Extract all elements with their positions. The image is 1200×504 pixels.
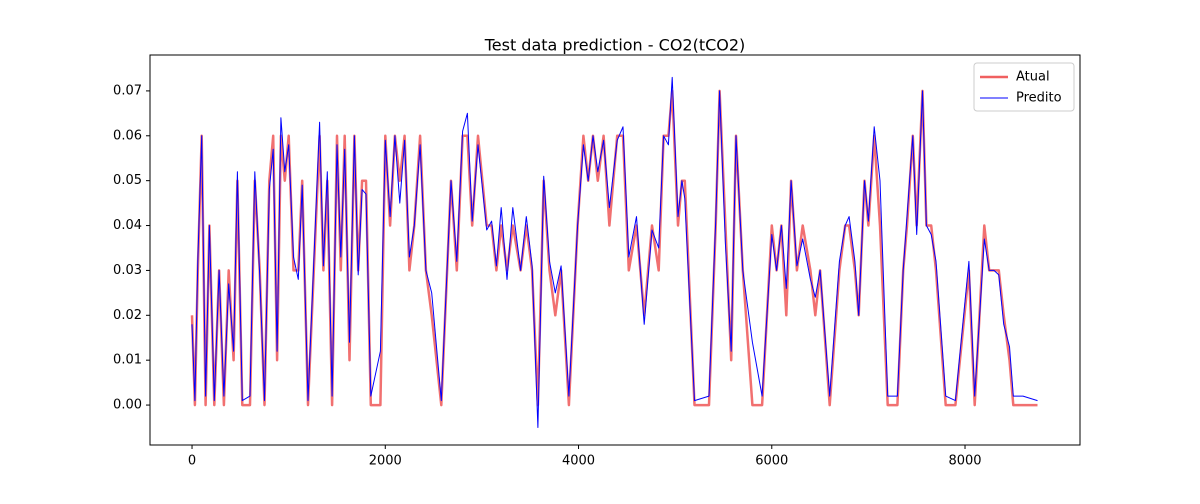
- x-tick-label: 8000: [948, 454, 981, 469]
- series-line: [191, 76, 1038, 428]
- y-tick-label: 0.01: [113, 353, 142, 368]
- y-tick-label: 0.03: [113, 263, 142, 278]
- x-tick-label: 4000: [562, 454, 595, 469]
- y-tick-label: 0.06: [113, 128, 142, 143]
- y-tick-label: 0.00: [113, 398, 142, 413]
- chart-title: Test data prediction - CO2(tCO2): [484, 36, 746, 55]
- legend-label: Atual: [1016, 70, 1050, 85]
- y-tick-label: 0.04: [113, 218, 142, 233]
- y-tick-label: 0.02: [113, 308, 142, 323]
- x-tick-label: 0: [188, 454, 196, 469]
- y-tick-label: 0.07: [113, 83, 142, 98]
- x-tick-label: 2000: [369, 454, 402, 469]
- legend-label: Predito: [1016, 91, 1062, 106]
- y-tick-label: 0.05: [113, 173, 142, 188]
- x-tick-label: 6000: [755, 454, 788, 469]
- plot-frame: [149, 54, 1081, 446]
- legend-box: [973, 62, 1075, 112]
